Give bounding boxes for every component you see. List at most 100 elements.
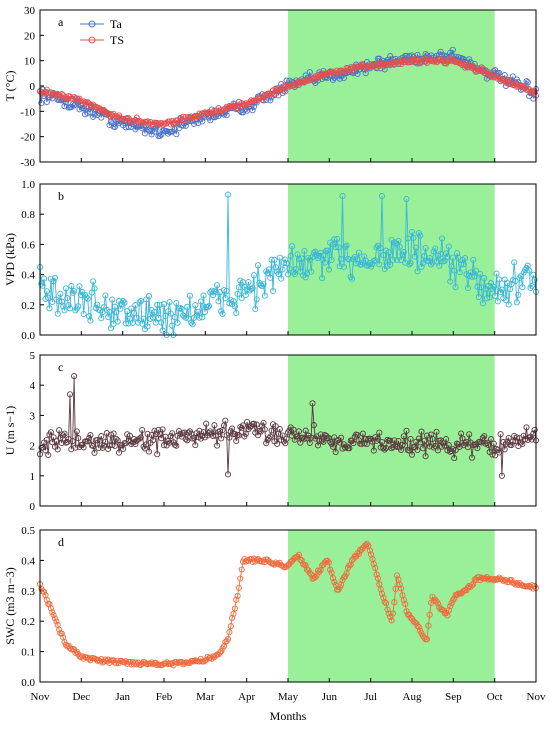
data-point [224,471,232,478]
data-point [505,434,512,442]
data-point [121,299,128,306]
data-point [75,303,82,310]
x-tick-label: May [278,691,299,703]
data-point [396,243,403,250]
data-point [432,57,439,64]
data-point [284,271,292,278]
data-point [370,560,377,568]
data-point [346,445,353,452]
data-point [107,325,114,332]
data-point [286,83,293,90]
data-point [336,263,343,270]
data-point [512,277,519,285]
data-point [223,112,230,119]
data-point [470,63,477,70]
data-point [376,429,383,436]
data-point [334,235,341,243]
data-point [389,610,396,617]
data-point [46,305,53,312]
y-tick-label: 0.4 [21,555,35,567]
data-point [253,556,260,563]
data-point [166,298,173,306]
data-point [51,91,59,98]
data-point [238,425,245,432]
data-point [402,442,409,449]
y-tick-label: -30 [20,157,35,169]
data-point [182,314,189,321]
panel-letter: a [58,15,64,29]
data-point [438,235,446,242]
data-point [237,575,244,582]
data-point [464,444,471,451]
growing-season-shade [288,355,495,506]
data-point [233,596,240,603]
data-point [199,314,206,321]
data-point [263,440,270,447]
data-point [505,76,512,83]
data-point [329,443,337,450]
data-point [487,436,495,443]
data-point [111,112,118,119]
data-point [362,542,369,549]
data-point [283,435,290,442]
data-point [490,440,497,447]
data-point [332,449,339,456]
data-point [339,193,346,200]
data-point [374,435,381,442]
data-point [257,281,264,288]
data-point [137,434,144,441]
data-point [393,443,401,450]
data-point [192,442,199,449]
data-point [72,444,79,451]
y-tick-label: 0 [30,501,36,513]
data-point [111,303,118,310]
x-tick-label: Jun [322,691,338,703]
data-point [42,295,49,302]
data-point [64,294,71,302]
data-point [385,249,392,256]
data-point [238,295,245,302]
data-point [120,445,127,452]
data-point [515,291,522,298]
data-point [239,422,247,429]
data-point [524,79,531,86]
data-point [151,309,158,316]
data-point [126,315,133,322]
x-tick-label: Sep [445,691,462,703]
data-point [218,435,225,442]
y-tick-label: 0.5 [21,525,35,537]
y-tick-label: 0.4 [21,270,35,282]
x-tick-label: Oct [487,691,503,703]
data-point [400,249,407,256]
data-point [220,643,228,650]
data-point [188,319,195,326]
data-point [399,58,406,65]
data-point [523,78,530,85]
data-point [50,434,57,441]
data-point [387,261,394,268]
data-point [487,280,495,287]
data-point [384,436,391,443]
data-point [200,292,207,299]
data-point [190,434,198,441]
data-point [319,275,326,282]
data-point [509,277,516,284]
data-point [343,242,350,249]
data-point [224,191,232,198]
data-point [429,435,436,442]
data-point [204,304,211,311]
data-point [156,301,163,308]
data-point [283,260,290,267]
data-point [66,391,74,398]
data-point [51,274,59,281]
legend-label: TS [110,33,124,47]
data-point [227,623,234,630]
data-point [53,438,60,445]
data-point [203,420,210,427]
data-point [56,298,63,305]
data-point [278,275,285,282]
data-point [233,437,240,445]
data-point [338,256,345,263]
data-point [308,268,315,275]
data-point [159,327,166,334]
